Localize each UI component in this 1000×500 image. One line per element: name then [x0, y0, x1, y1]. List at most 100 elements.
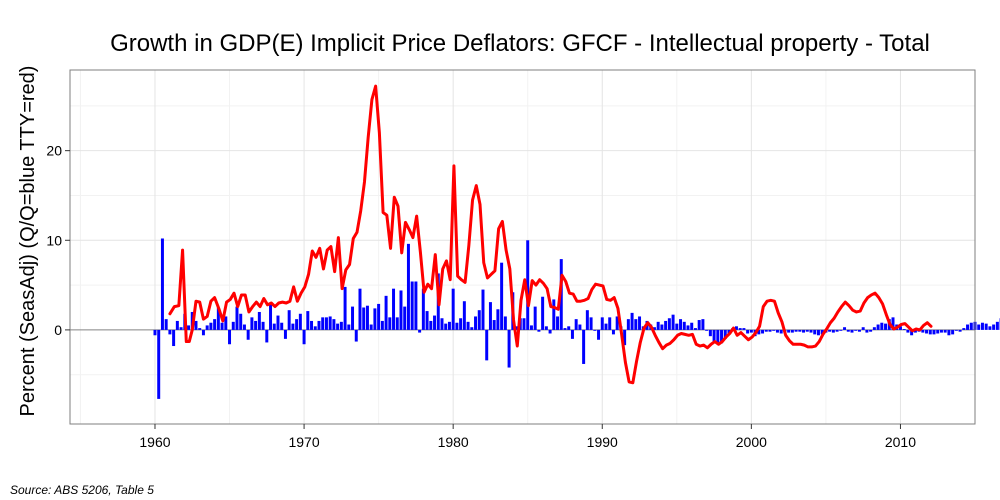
qq-bar: [283, 329, 287, 339]
qq-bar: [984, 323, 988, 330]
qq-bar: [481, 289, 485, 330]
qq-bar: [932, 329, 936, 335]
chart-title: Growth in GDP(E) Implicit Price Deflator…: [110, 30, 930, 57]
qq-bar: [693, 328, 697, 330]
qq-bar: [470, 327, 474, 330]
qq-bar: [324, 317, 328, 330]
qq-bar: [593, 329, 597, 331]
qq-bar: [843, 327, 847, 330]
qq-bar: [425, 311, 429, 330]
qq-bar: [988, 326, 992, 330]
qq-bar: [708, 329, 712, 337]
qq-bar: [764, 329, 768, 332]
qq-bar: [373, 308, 377, 330]
qq-bar: [623, 329, 627, 346]
qq-bar: [496, 309, 500, 330]
x-tick-label: 1970: [288, 434, 319, 450]
plot-background: [70, 70, 975, 424]
qq-bar: [772, 329, 776, 331]
qq-bar: [265, 329, 269, 343]
qq-bar: [813, 329, 817, 335]
qq-bar: [850, 329, 854, 333]
qq-bar: [716, 329, 720, 343]
qq-bar: [459, 318, 463, 330]
qq-bar: [242, 324, 246, 330]
qq-bar: [697, 320, 701, 330]
qq-bar: [522, 318, 526, 330]
qq-bar: [876, 324, 880, 330]
qq-bar: [839, 329, 843, 331]
qq-bar: [686, 325, 690, 330]
qq-bar: [682, 321, 686, 330]
qq-bar: [235, 306, 239, 330]
qq-bar: [168, 329, 172, 335]
x-tick-label: 2000: [736, 434, 767, 450]
qq-bar: [902, 329, 906, 330]
qq-bar: [861, 327, 865, 330]
qq-bar: [429, 320, 433, 330]
qq-bar: [898, 326, 902, 330]
qq-bar: [980, 322, 984, 330]
qq-bar: [444, 323, 448, 330]
qq-bar: [418, 329, 422, 333]
qq-bar: [567, 326, 571, 330]
qq-bar: [276, 315, 280, 330]
qq-bar: [634, 319, 638, 330]
plot-area: [70, 70, 975, 424]
qq-bar: [157, 329, 161, 399]
qq-bar: [310, 320, 314, 330]
qq-bar: [537, 329, 541, 332]
qq-bar: [298, 313, 302, 330]
qq-bar: [556, 316, 560, 330]
qq-bar: [365, 305, 369, 330]
qq-bar: [720, 329, 724, 344]
qq-bar: [548, 329, 552, 334]
y-axis-title: Percent (SeasAdj) (Q/Q=blue TTY=red): [17, 66, 39, 417]
qq-bar: [406, 243, 410, 330]
qq-bar: [943, 329, 947, 333]
qq-bar: [872, 327, 876, 330]
qq-bar: [287, 310, 291, 330]
qq-bar: [440, 318, 444, 330]
qq-bar: [865, 329, 869, 333]
qq-bar: [343, 286, 347, 330]
qq-bar: [164, 319, 168, 330]
qq-bar: [738, 328, 742, 330]
qq-bar: [910, 329, 914, 336]
qq-bar: [451, 288, 455, 330]
qq-bar: [570, 329, 574, 339]
qq-bar: [421, 288, 425, 330]
qq-bar: [503, 316, 507, 330]
qq-bar: [630, 312, 634, 330]
qq-bar: [529, 325, 533, 330]
qq-bar: [954, 329, 958, 331]
qq-bar: [913, 329, 917, 333]
qq-bar: [947, 329, 951, 336]
x-tick-label: 2010: [885, 434, 916, 450]
qq-bar: [228, 329, 232, 345]
qq-bar: [302, 329, 306, 345]
qq-bar: [757, 329, 761, 335]
qq-bar: [220, 322, 224, 330]
qq-bar: [928, 329, 932, 335]
qq-bar: [925, 329, 929, 334]
qq-bar: [485, 329, 489, 361]
qq-bar: [317, 320, 321, 330]
qq-bar: [727, 329, 731, 334]
qq-bar: [880, 322, 884, 330]
axes: 1960 1970 1980 1990 2000 2010 0 10 20: [46, 69, 976, 450]
qq-bar: [563, 328, 567, 330]
qq-bar: [969, 322, 973, 330]
tty-line: [168, 84, 933, 385]
qq-bar: [734, 326, 738, 330]
qq-bar: [869, 329, 873, 332]
source-note: Source: ABS 5206, Table 5: [10, 483, 154, 497]
qq-bar: [995, 321, 999, 330]
qq-bar: [313, 326, 317, 330]
qq-bar: [884, 323, 888, 330]
qq-bar: [664, 320, 668, 330]
qq-bar: [846, 329, 850, 332]
qq-bar: [332, 319, 336, 330]
qq-bar: [656, 321, 660, 330]
